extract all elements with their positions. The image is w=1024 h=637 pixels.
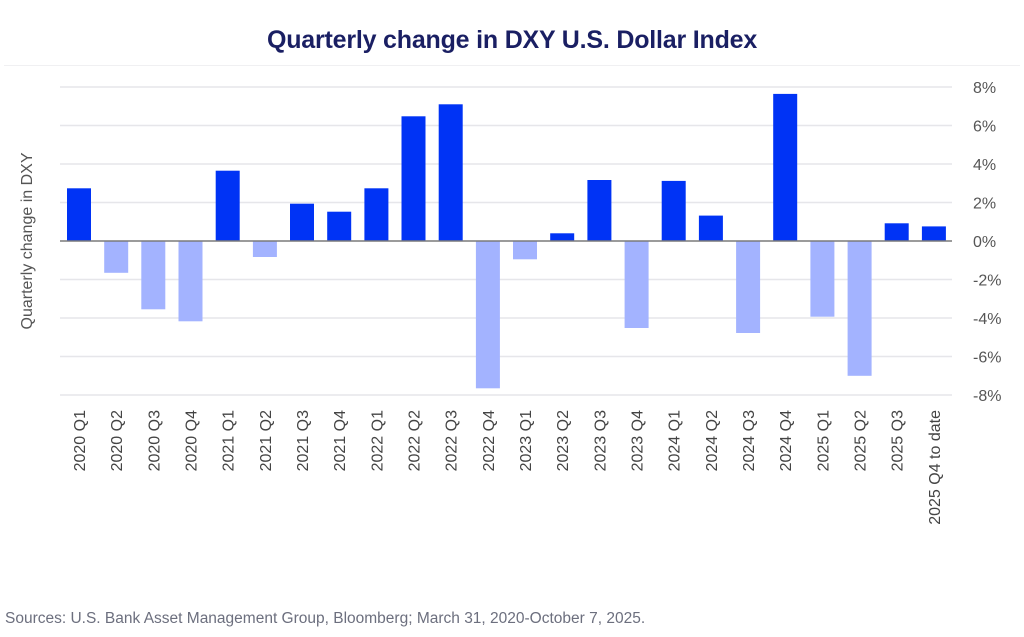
y-tick-label: -8% [973,388,1001,405]
x-tick-label: 2022 Q2 [407,410,424,471]
bars [67,93,946,389]
y-tick-label: -6% [973,350,1001,367]
bar-2024-q2 [698,215,723,241]
bar-2025-q2 [847,241,872,376]
title-separator [4,65,1020,66]
bar-2025-q4-to-date [921,226,946,241]
x-tick-label: 2024 Q2 [704,410,721,471]
y-tick-label: 0% [973,234,996,251]
bar-2020-q2 [104,241,129,273]
bar-2020-q3 [141,241,166,310]
y-tick-label: -4% [973,311,1001,328]
x-tick-label: 2023 Q4 [630,410,647,471]
bar-2024-q4 [773,93,798,242]
x-tick-label: 2023 Q2 [555,410,572,471]
y-tick-label: 8% [973,80,996,97]
bar-2021-q3 [290,203,314,241]
x-tick-label: 2024 Q3 [741,410,758,471]
x-tick-label: 2025 Q2 [853,410,870,471]
bar-2021-q2 [252,241,277,257]
x-tick-label: 2021 Q4 [332,410,349,471]
x-tick-label: 2025 Q3 [890,410,907,471]
x-tick-label: 2023 Q3 [592,410,609,471]
bar-2023-q4 [624,241,649,328]
gridlines [60,86,952,396]
bar-2020-q1 [67,188,91,241]
source-note: Sources: U.S. Bank Asset Management Grou… [5,610,646,627]
bar-2025-q1 [810,241,835,317]
bar-2022-q2 [401,116,426,241]
bar-2023-q2 [550,233,575,241]
x-tick-label: 2021 Q3 [295,410,312,471]
x-tick-label: 2020 Q2 [109,410,126,471]
bar-2022-q4 [475,241,500,389]
y-axis-label: Quarterly change in DXY [19,152,36,329]
y-tick-labels: 8% 6% 4% 2% 0% -2% -4% -6% -8% [973,80,1001,405]
x-tick-label: 2025 Q1 [815,410,832,471]
x-tick-label: 2020 Q3 [146,410,163,471]
bar-2020-q4 [178,241,203,322]
bar-2024-q1 [661,180,686,241]
bar-2025-q3 [884,223,909,241]
bar-2022-q3 [438,104,463,241]
x-tick-label: 2022 Q3 [444,410,461,471]
bar-2023-q1 [513,241,537,260]
y-tick-label: 4% [973,157,996,174]
x-tick-label: 2020 Q4 [184,410,201,471]
x-tick-label: 2025 Q4 to date [927,410,944,525]
chart-title: Quarterly change in DXY U.S. Dollar Inde… [266,26,758,54]
y-tick-label: 6% [973,119,996,136]
x-tick-label: 2021 Q2 [258,410,275,471]
x-tick-label: 2023 Q1 [518,410,535,471]
x-tick-labels: 2020 Q1 2020 Q2 2020 Q3 2020 Q4 2021 Q1 2021 … [72,410,944,525]
y-tick-label: 2% [973,196,996,213]
y-tick-label: -2% [973,273,1001,290]
x-tick-label: 2022 Q1 [369,410,386,471]
x-tick-label: 2021 Q1 [221,410,238,471]
bar-2022-q1 [364,188,389,241]
x-tick-label: 2022 Q4 [481,410,498,471]
bar-2023-q3 [587,180,612,241]
bar-2021-q1 [215,170,240,241]
x-tick-label: 2020 Q1 [72,410,89,471]
x-tick-label: 2024 Q1 [667,410,684,471]
bar-2021-q4 [327,211,352,241]
x-tick-label: 2024 Q4 [778,410,795,471]
bar-2024-q3 [736,241,761,333]
bar-chart: 8%6%4%2%0%-2%-4%-6%-8% 2020 Q1 2020 Q2 202… [19,80,1001,525]
